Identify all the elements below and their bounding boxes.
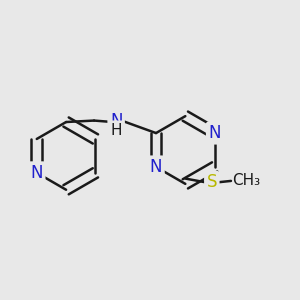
Text: N: N bbox=[110, 112, 122, 130]
Text: N: N bbox=[31, 164, 43, 182]
Text: N: N bbox=[208, 124, 221, 142]
Text: H: H bbox=[110, 123, 122, 138]
Text: N: N bbox=[150, 158, 162, 176]
Text: S: S bbox=[207, 173, 217, 191]
Text: CH₃: CH₃ bbox=[232, 173, 261, 188]
